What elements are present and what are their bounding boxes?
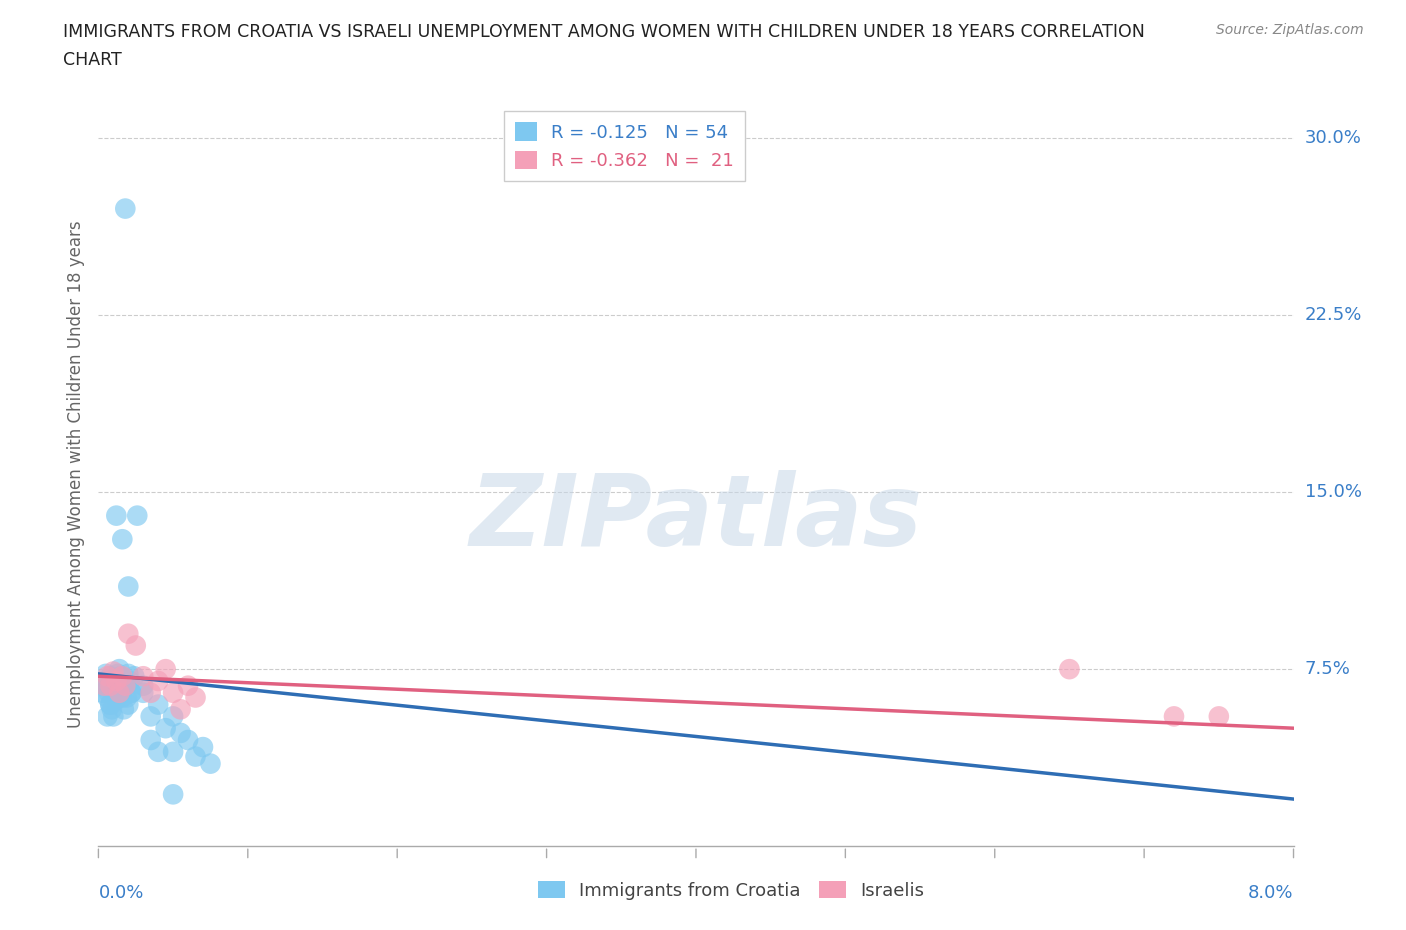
Point bbox=[162, 685, 184, 700]
Point bbox=[105, 508, 128, 523]
Point bbox=[191, 739, 214, 754]
Point bbox=[148, 744, 170, 759]
Point bbox=[108, 685, 131, 700]
Point bbox=[114, 678, 136, 693]
Point bbox=[139, 709, 162, 724]
Point bbox=[148, 673, 170, 688]
Point bbox=[127, 508, 149, 523]
Point bbox=[107, 667, 129, 682]
Point bbox=[125, 638, 148, 653]
Point bbox=[117, 626, 139, 641]
Point bbox=[177, 678, 200, 693]
Point bbox=[114, 678, 136, 693]
Point bbox=[162, 744, 184, 759]
Text: Source: ZipAtlas.com: Source: ZipAtlas.com bbox=[1216, 23, 1364, 37]
Point bbox=[111, 532, 134, 547]
Point bbox=[1059, 662, 1081, 677]
Point bbox=[112, 702, 135, 717]
Point bbox=[110, 669, 132, 684]
Point bbox=[1163, 709, 1185, 724]
Text: 7.5%: 7.5% bbox=[1305, 660, 1351, 678]
Point bbox=[155, 662, 177, 677]
Point bbox=[108, 662, 131, 677]
Point bbox=[98, 698, 122, 712]
Point bbox=[96, 690, 118, 705]
Text: IMMIGRANTS FROM CROATIA VS ISRAELI UNEMPLOYMENT AMONG WOMEN WITH CHILDREN UNDER : IMMIGRANTS FROM CROATIA VS ISRAELI UNEMP… bbox=[63, 23, 1144, 41]
Point bbox=[101, 702, 124, 717]
Point bbox=[1208, 709, 1230, 724]
Point bbox=[94, 667, 117, 682]
Point bbox=[105, 673, 128, 688]
Point bbox=[124, 669, 146, 684]
Text: 8.0%: 8.0% bbox=[1249, 884, 1294, 902]
Point bbox=[104, 687, 127, 702]
Point bbox=[132, 685, 155, 700]
Point bbox=[108, 678, 131, 693]
Text: 22.5%: 22.5% bbox=[1305, 306, 1362, 324]
Point bbox=[91, 685, 114, 700]
Point bbox=[105, 693, 128, 708]
Point bbox=[120, 685, 142, 700]
Point bbox=[162, 709, 184, 724]
Text: 0.0%: 0.0% bbox=[98, 884, 143, 902]
Text: ZIPatlas: ZIPatlas bbox=[470, 471, 922, 567]
Point bbox=[111, 669, 134, 684]
Point bbox=[162, 787, 184, 802]
Point bbox=[103, 709, 125, 724]
Text: 15.0%: 15.0% bbox=[1305, 483, 1361, 501]
Point bbox=[107, 678, 129, 693]
Point bbox=[117, 698, 139, 712]
Point bbox=[111, 690, 134, 705]
Point bbox=[117, 579, 139, 594]
Point bbox=[148, 698, 170, 712]
Point bbox=[97, 673, 120, 688]
Point bbox=[184, 690, 207, 705]
Point bbox=[114, 201, 136, 216]
Point bbox=[184, 749, 207, 764]
Point bbox=[103, 664, 125, 679]
Point bbox=[118, 673, 141, 688]
Point bbox=[98, 678, 122, 693]
Point bbox=[94, 678, 117, 693]
Point bbox=[117, 667, 139, 682]
Point bbox=[93, 678, 115, 693]
Point bbox=[139, 685, 162, 700]
Point bbox=[120, 685, 142, 700]
Legend: R = -0.125   N = 54, R = -0.362   N =  21: R = -0.125 N = 54, R = -0.362 N = 21 bbox=[503, 112, 745, 180]
Point bbox=[169, 702, 191, 717]
Point bbox=[139, 733, 162, 748]
Text: CHART: CHART bbox=[63, 51, 122, 69]
Point bbox=[103, 681, 125, 696]
Point bbox=[96, 709, 118, 724]
Point bbox=[96, 669, 118, 684]
Point bbox=[177, 733, 200, 748]
Point bbox=[155, 721, 177, 736]
Point bbox=[132, 669, 155, 684]
Point bbox=[103, 685, 125, 700]
Point bbox=[98, 669, 122, 684]
Y-axis label: Unemployment Among Women with Children Under 18 years: Unemployment Among Women with Children U… bbox=[66, 220, 84, 728]
Point bbox=[132, 678, 155, 693]
Point bbox=[115, 690, 138, 705]
Text: 30.0%: 30.0% bbox=[1305, 128, 1361, 147]
Point bbox=[98, 698, 122, 712]
Point bbox=[97, 685, 120, 700]
Point bbox=[114, 678, 136, 693]
Point bbox=[110, 685, 132, 700]
Point bbox=[93, 678, 115, 693]
Point bbox=[169, 725, 191, 740]
Legend: Immigrants from Croatia, Israelis: Immigrants from Croatia, Israelis bbox=[530, 874, 932, 907]
Point bbox=[200, 756, 222, 771]
